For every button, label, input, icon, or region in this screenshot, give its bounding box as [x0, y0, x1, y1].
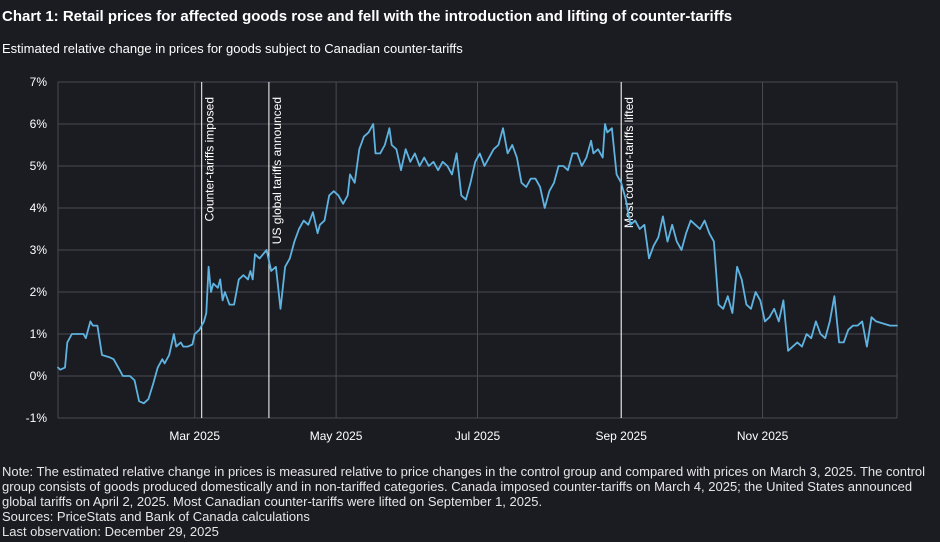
last-observation: Last observation: December 29, 2025	[2, 524, 219, 539]
y-tick-label: 0%	[30, 369, 48, 383]
series-line	[57, 123, 898, 405]
event-label: Counter-tariffs imposed	[203, 97, 217, 222]
x-tick-label: Mar 2025	[169, 429, 220, 443]
event-label: Most counter-tariffs lifted	[622, 97, 636, 228]
x-tick-label: Nov 2025	[737, 429, 789, 443]
x-tick-label: Jul 2025	[455, 429, 501, 443]
y-tick-label: -1%	[26, 411, 48, 425]
chart-note: Note: The estimated relative change in p…	[2, 464, 926, 509]
chart-subtitle: Estimated relative change in prices for …	[2, 41, 463, 56]
x-tick-label: May 2025	[310, 429, 363, 443]
y-tick-label: 3%	[30, 243, 48, 257]
grid	[57, 81, 898, 419]
series-layer	[57, 123, 898, 405]
x-tick-label: Sep 2025	[596, 429, 648, 443]
y-tick-label: 6%	[30, 117, 48, 131]
y-tick-label: 4%	[30, 201, 48, 215]
axis-ticks: -1% 0% 1% 2% 3% 4% 5% 6% 7% Mar 2025 May 2025 Jul 2…	[26, 75, 789, 443]
chart-sources: Sources: PriceStats and Bank of Canada c…	[2, 509, 310, 524]
y-tick-label: 7%	[30, 75, 48, 89]
y-tick-label: 5%	[30, 159, 48, 173]
line-chart: Counter-tariffs imposed US global tariffs…	[26, 75, 898, 443]
event-markers: Counter-tariffs imposed US global tariffs…	[201, 82, 636, 418]
event-label: US global tariffs announced	[270, 97, 284, 244]
y-tick-label: 1%	[30, 327, 48, 341]
y-tick-label: 2%	[30, 285, 48, 299]
chart-title: Chart 1: Retail prices for affected good…	[2, 8, 733, 25]
chart-footer: Note: The estimated relative change in p…	[2, 464, 938, 539]
